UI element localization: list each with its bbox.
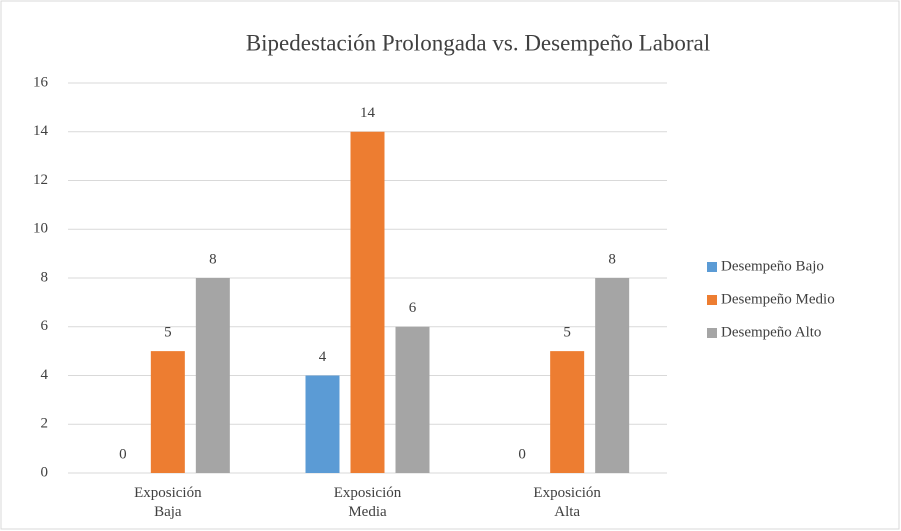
data-label: 5 bbox=[164, 325, 172, 341]
bar bbox=[350, 131, 385, 473]
data-label: 0 bbox=[119, 446, 127, 462]
legend-label: Desempeño Bajo bbox=[721, 258, 824, 274]
data-label: 4 bbox=[319, 349, 327, 365]
bar bbox=[550, 351, 585, 473]
y-tick-label: 12 bbox=[33, 172, 48, 188]
y-tick-label: 8 bbox=[41, 269, 49, 285]
y-tick-label: 6 bbox=[41, 318, 49, 334]
data-label: 14 bbox=[360, 105, 376, 121]
y-tick-label: 0 bbox=[41, 464, 49, 480]
bar bbox=[150, 351, 185, 473]
y-tick-label: 16 bbox=[33, 74, 49, 90]
bar bbox=[195, 278, 230, 473]
y-tick-label: 4 bbox=[41, 367, 49, 383]
x-tick-label: Exposición Baja bbox=[134, 485, 202, 520]
bar bbox=[305, 375, 340, 473]
legend-swatch bbox=[707, 295, 717, 305]
y-tick-label: 2 bbox=[41, 416, 49, 432]
x-tick-label: Exposición Media bbox=[334, 485, 402, 520]
legend-swatch bbox=[707, 328, 717, 338]
y-tick-label: 10 bbox=[33, 221, 48, 237]
legend-swatch bbox=[707, 262, 717, 272]
data-label: 0 bbox=[518, 446, 526, 462]
data-label: 5 bbox=[563, 325, 571, 341]
data-label: 8 bbox=[608, 251, 616, 267]
chart-title: Bipedestación Prolongada vs. Desempeño L… bbox=[246, 30, 710, 55]
data-label: 6 bbox=[409, 300, 417, 316]
x-tick-label: Exposición Alta bbox=[533, 485, 601, 520]
y-tick-label: 14 bbox=[33, 123, 49, 139]
data-label: 8 bbox=[209, 251, 217, 267]
bar bbox=[395, 326, 430, 473]
legend-label: Desempeño Alto bbox=[721, 324, 821, 340]
bar bbox=[595, 278, 630, 473]
legend-label: Desempeño Medio bbox=[721, 291, 835, 307]
